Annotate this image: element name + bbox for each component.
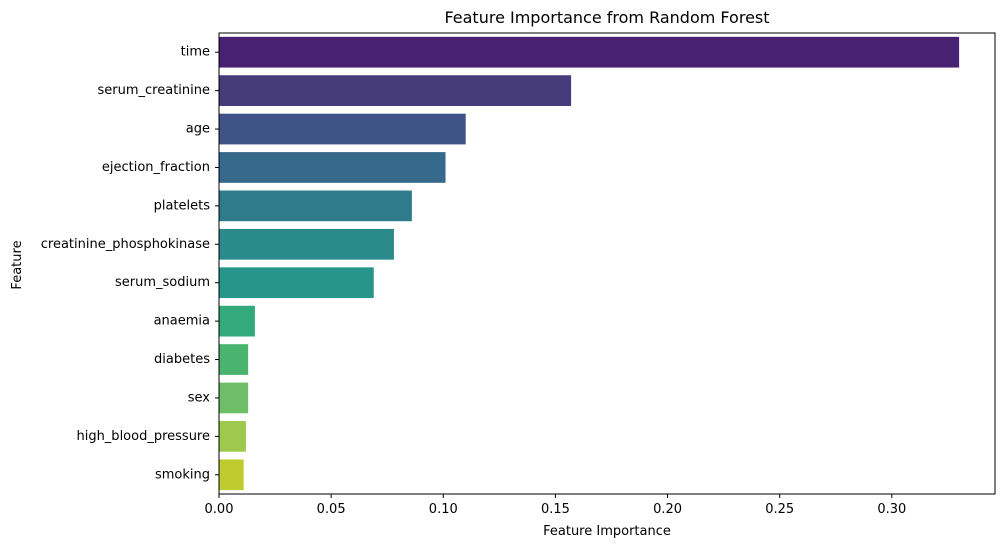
bar-time (219, 36, 960, 68)
bar-sex (219, 382, 249, 414)
bar-diabetes (219, 344, 249, 375)
chart-title: Feature Importance from Random Forest (444, 8, 769, 27)
bars-group (219, 36, 960, 491)
bar-ejection-fraction (219, 152, 446, 183)
x-tick-label: 0.20 (653, 502, 682, 517)
x-tick-label: 0.30 (877, 502, 906, 517)
x-tick-label: 0.25 (765, 502, 794, 517)
y-tick-label: serum_sodium (115, 275, 210, 290)
y-tick-label: high_blood_pressure (76, 429, 210, 444)
bar-platelets (219, 190, 412, 222)
y-tick-label: smoking (155, 467, 210, 482)
bar-high-blood-pressure (219, 421, 246, 452)
x-tick-label: 0.00 (205, 502, 234, 517)
y-tick-label: ejection_fraction (102, 160, 210, 175)
x-ticks-group: 0.00 0.05 0.10 0.15 0.20 0.25 0.30 (205, 494, 906, 517)
y-tick-label: age (186, 122, 210, 137)
plot-frame (218, 32, 996, 495)
y-tick-label: anaemia (154, 314, 210, 329)
bar-anaemia (219, 305, 255, 337)
x-tick-label: 0.15 (541, 502, 570, 517)
y-tick-label: time (181, 45, 210, 60)
bar-age (219, 113, 466, 145)
bar-smoking (219, 459, 244, 491)
y-tick-label: sex (188, 390, 211, 405)
y-axis-label: Feature (10, 240, 25, 289)
bar-creatinine-phosphokinase (219, 228, 394, 260)
y-tick-label: serum_creatinine (98, 83, 211, 98)
x-tick-label: 0.10 (429, 502, 458, 517)
x-axis-label: Feature Importance (543, 524, 671, 539)
x-tick-label: 0.05 (317, 502, 346, 517)
y-tick-label: diabetes (154, 352, 210, 367)
y-tick-label: creatinine_phosphokinase (41, 237, 210, 252)
bar-serum-creatinine (219, 75, 572, 106)
y-tick-label: platelets (154, 198, 211, 213)
bar-serum-sodium (219, 267, 374, 299)
